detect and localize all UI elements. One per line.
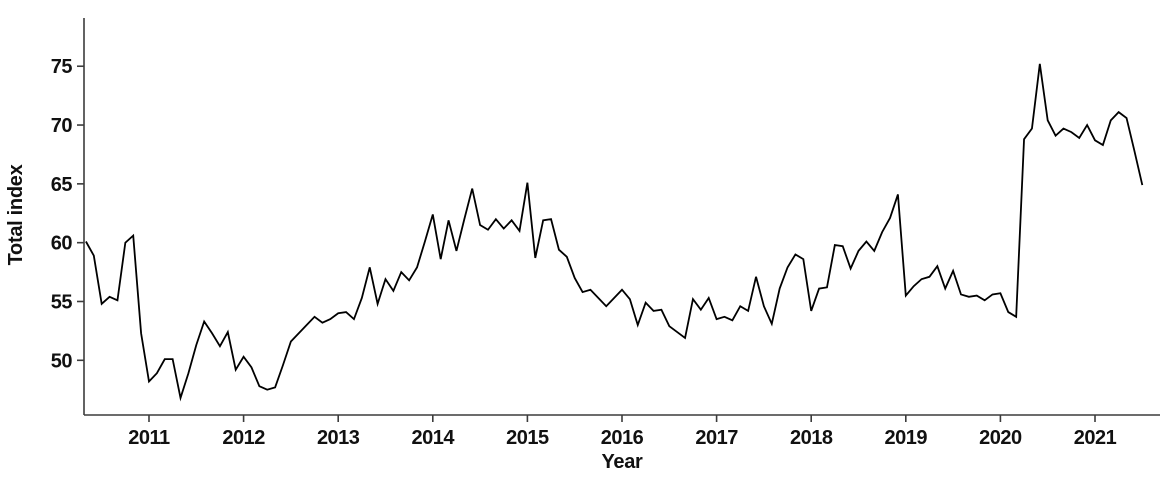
data-series	[85, 63, 1144, 402]
x-tick-label: 2013	[317, 427, 360, 449]
x-axis-title: Year	[601, 451, 643, 473]
axes: 50 55 60 65 70 75 2011 2012 2013 2014 2015 2016 2017…	[51, 18, 1160, 449]
x-tick-label: 2016	[601, 427, 644, 449]
x-tick-label: 2011	[128, 427, 170, 449]
x-tick-label: 2012	[222, 427, 265, 449]
x-tick-label: 2014	[412, 427, 456, 449]
y-tick-label: 60	[51, 233, 73, 255]
x-tick-label: 2018	[790, 427, 833, 449]
y-tick-label: 70	[51, 115, 73, 137]
y-tick-label: 50	[51, 350, 73, 372]
y-tick-label: 55	[51, 291, 73, 313]
x-tick-label: 2017	[695, 427, 738, 449]
total-index-line	[85, 63, 1144, 402]
x-tick-label: 2020	[979, 427, 1022, 449]
x-tick-label: 2021	[1074, 427, 1117, 449]
y-tick-label: 75	[51, 56, 73, 78]
y-tick-label: 65	[51, 174, 73, 196]
x-tick-label: 2015	[506, 427, 549, 449]
x-tick-label: 2019	[885, 427, 928, 449]
y-axis-title: Total index	[5, 164, 27, 265]
